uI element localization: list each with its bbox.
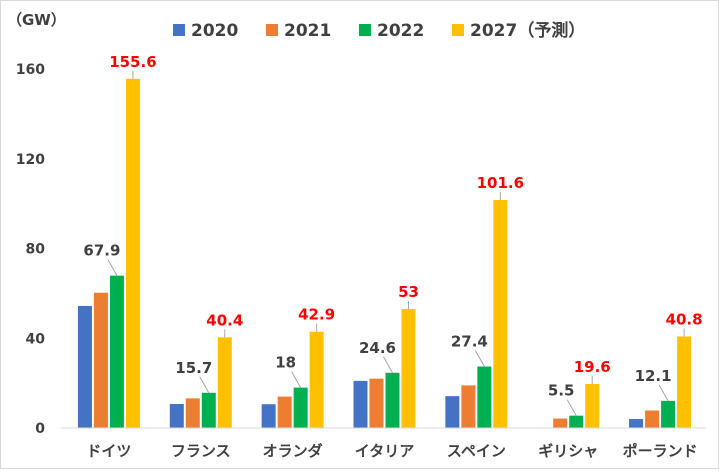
y-axis-ticks: 0 40 80 120 160 bbox=[16, 62, 45, 437]
bar bbox=[93, 292, 108, 428]
bar bbox=[109, 275, 124, 428]
data-label: 155.6 bbox=[109, 53, 156, 71]
x-tick-label: フランス bbox=[171, 442, 231, 460]
leader-line bbox=[107, 259, 118, 276]
bars bbox=[77, 78, 692, 428]
data-label: 101.6 bbox=[477, 174, 524, 192]
bar bbox=[353, 380, 368, 428]
x-tick-label: ギリシャ bbox=[538, 442, 598, 460]
bar bbox=[309, 331, 324, 428]
bar bbox=[185, 398, 200, 428]
bar bbox=[629, 419, 644, 428]
data-label: 40.8 bbox=[666, 310, 703, 328]
bar bbox=[401, 309, 416, 428]
bar bbox=[261, 404, 276, 428]
leader-line bbox=[383, 356, 393, 374]
y-tick-label: 0 bbox=[35, 421, 45, 437]
data-label: 53 bbox=[398, 283, 419, 301]
data-label: 67.9 bbox=[83, 242, 120, 260]
data-label: 5.5 bbox=[548, 382, 575, 400]
bar bbox=[125, 78, 140, 428]
bar bbox=[445, 396, 460, 428]
y-tick-label: 160 bbox=[16, 62, 45, 78]
leader-line bbox=[658, 384, 669, 402]
bar bbox=[493, 200, 508, 428]
leader-line bbox=[566, 399, 577, 416]
bar bbox=[369, 378, 384, 428]
bar bbox=[677, 336, 692, 428]
x-tick-label: ドイツ bbox=[86, 442, 131, 460]
bar bbox=[553, 418, 568, 428]
legend-swatch bbox=[452, 24, 464, 36]
legend-swatch bbox=[266, 24, 278, 36]
bar bbox=[277, 396, 292, 428]
bar bbox=[169, 403, 184, 428]
y-tick-label: 40 bbox=[26, 331, 46, 347]
leader-line bbox=[474, 350, 485, 367]
leader-line bbox=[291, 371, 302, 388]
y-tick-label: 120 bbox=[16, 152, 45, 168]
y-tick-label: 80 bbox=[26, 242, 46, 258]
data-label: 40.4 bbox=[206, 311, 243, 329]
legend-label: 2022 bbox=[377, 21, 424, 41]
bar bbox=[645, 410, 660, 428]
x-axis-labels: ドイツ フランス オランダ イタリア スペイン ギリシャ ポーランド bbox=[86, 442, 697, 460]
data-label: 42.9 bbox=[298, 306, 335, 324]
x-tick-label: オランダ bbox=[263, 442, 323, 460]
data-labels: 67.9 155.6 15.7 40.4 18 42.9 24.6 53 27.4 101.6 5.… bbox=[83, 53, 702, 400]
bar bbox=[217, 337, 232, 428]
bar bbox=[77, 305, 92, 428]
data-label: 19.6 bbox=[574, 358, 611, 376]
data-label: 27.4 bbox=[451, 333, 488, 351]
bar bbox=[201, 392, 216, 428]
leader-line bbox=[199, 376, 210, 394]
bar bbox=[385, 372, 400, 428]
legend-label: 2021 bbox=[284, 21, 331, 41]
data-label: 18 bbox=[275, 354, 296, 372]
legend-swatch bbox=[173, 24, 185, 36]
x-tick-label: イタリア bbox=[355, 442, 414, 460]
bar bbox=[585, 384, 600, 428]
bar bbox=[661, 400, 676, 428]
y-axis-unit-label: （GW） bbox=[7, 11, 66, 29]
bar bbox=[461, 385, 476, 428]
bar bbox=[569, 415, 584, 428]
bar bbox=[477, 366, 492, 428]
x-tick-label: スペイン bbox=[447, 442, 506, 460]
data-label: 15.7 bbox=[175, 359, 212, 377]
legend-label: 2020 bbox=[191, 21, 238, 41]
legend-label: 2027（予測） bbox=[470, 20, 585, 41]
x-tick-label: ポーランド bbox=[623, 442, 698, 460]
legend-swatch bbox=[359, 24, 371, 36]
data-label: 24.6 bbox=[359, 339, 396, 357]
bar bbox=[293, 387, 308, 428]
legend: 2020 2021 2022 2027（予測） bbox=[173, 20, 585, 41]
label-leader-lines bbox=[107, 70, 685, 416]
data-label: 12.1 bbox=[635, 367, 672, 385]
